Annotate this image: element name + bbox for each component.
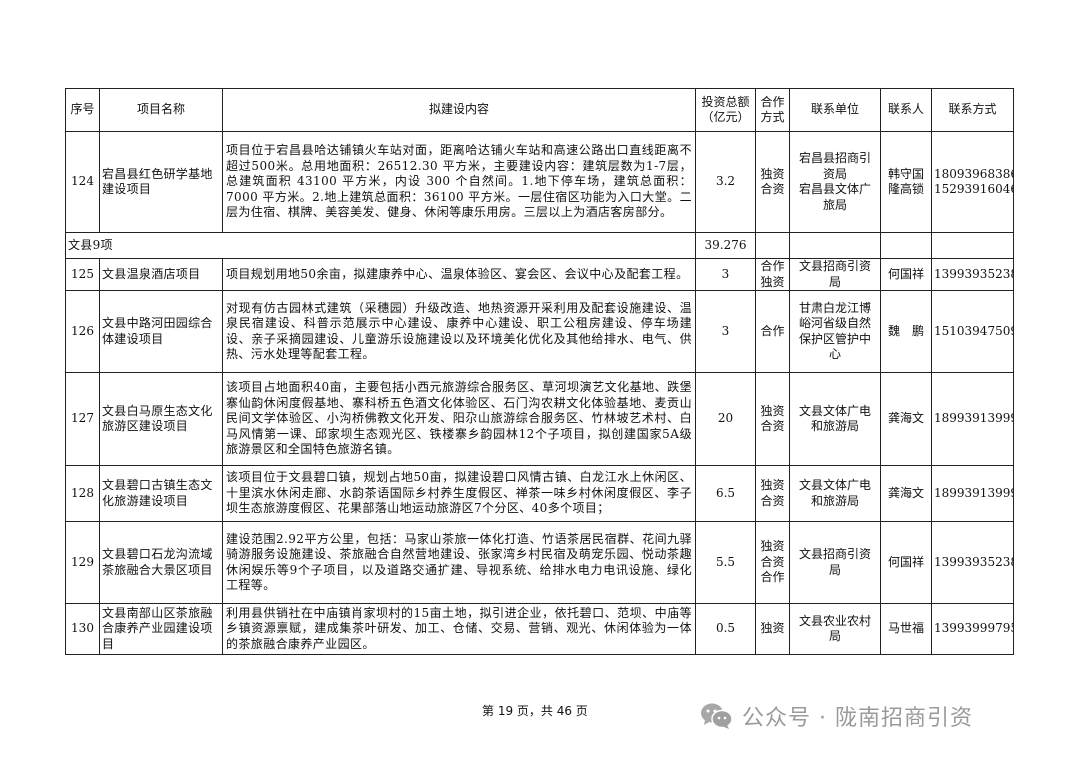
table-row: 128 文县碧口古镇生态文化旅游建设项目 该项目位于文县碧口镇，规划占地50亩，拟建… (65, 465, 1014, 522)
project-name: 文县碧口古镇生态文化旅游建设项目 (99, 465, 223, 522)
row-number: 130 (65, 603, 100, 655)
contact-phone: 18093968386 15293916046 (931, 131, 1014, 233)
contact-phone: 13993935238 (931, 258, 1014, 291)
investment-amount: 3.2 (695, 131, 756, 233)
header-person: 联系人 (880, 88, 932, 132)
watermark: 公众号 · 陇南招商引资 (700, 700, 973, 732)
investment-amount: 5.5 (695, 521, 756, 604)
project-content: 项目位于宕昌县哈达铺镇火车站对面，距离哈达铺火车站和高速公路出口直线距离不超过5… (222, 131, 696, 233)
header-content: 拟建设内容 (222, 88, 696, 132)
contact-unit: 文县文体广电 和旅游局 (789, 372, 881, 466)
wechat-icon (701, 703, 733, 729)
header-no: 序号 (65, 88, 100, 132)
project-name: 文县中路河田园综合体建设项目 (99, 290, 223, 373)
section-investment-total: 39.276 (695, 232, 756, 259)
row-number: 127 (65, 372, 100, 466)
contact-person: 龚海文 (880, 465, 932, 522)
project-content: 该项目位于文县碧口镇，规划占地50亩，拟建设碧口风情古镇、白龙江水上休闲区、十里… (222, 465, 696, 522)
project-content: 建设范围2.92平方公里，包括：马家山茶旅一体化打造、竹语茶居民宿群、花间九驿骑… (222, 521, 696, 604)
header-unit: 联系单位 (789, 88, 881, 132)
contact-person: 魏 鹏 (880, 290, 932, 373)
contact-phone: 15103947509 (931, 290, 1014, 373)
contact-person: 马世福 (880, 603, 932, 655)
contact-phone: 18993913999 (931, 465, 1014, 522)
cooperation-mode: 独资 合资 (755, 465, 790, 522)
project-content: 该项目占地面积40亩，主要包括小西元旅游综合服务区、草河坝演艺文化基地、跌堡寨仙… (222, 372, 696, 466)
contact-person: 韩守国 隆高锁 (880, 131, 932, 233)
table-row: 130 文县南部山区茶旅融合康养产业园建设项目 利用县供销社在中庙镇肖家坝村的15亩… (65, 603, 1014, 655)
empty-cell (931, 232, 1014, 259)
page-number: 第 19 页，共 46 页 (482, 704, 588, 718)
row-number: 125 (65, 258, 100, 291)
table-row: 125 文县温泉酒店项目 项目规划用地50余亩，拟建康养中心、温泉体验区、宴会区、会… (65, 258, 1014, 291)
cooperation-mode: 合作 (755, 290, 790, 373)
row-number: 129 (65, 521, 100, 604)
contact-unit: 文县招商引资 局 (789, 521, 881, 604)
section-label: 文县9项 (65, 232, 696, 259)
row-number: 126 (65, 290, 100, 373)
contact-unit: 宕昌县招商引 资局 宕昌县文体广 旅局 (789, 131, 881, 233)
watermark-text: 公众号 · 陇南招商引资 (742, 706, 973, 731)
section-row: 文县9项 39.276 (65, 232, 1014, 259)
investment-amount: 20 (695, 372, 756, 466)
header-phone: 联系方式 (931, 88, 1014, 132)
empty-cell (755, 232, 790, 259)
header-name: 项目名称 (99, 88, 223, 132)
project-content: 利用县供销社在中庙镇肖家坝村的15亩土地，拟引进企业，依托碧口、范坝、中庙等乡镇… (222, 603, 696, 655)
header-investment: 投资总额 （亿元） (695, 88, 756, 132)
contact-person: 何国祥 (880, 521, 932, 604)
contact-unit: 甘肃白龙江博 峪河省级自然 保护区管护中 心 (789, 290, 881, 373)
project-name: 文县南部山区茶旅融合康养产业园建设项目 (99, 603, 223, 655)
header-row: 序号 项目名称 拟建设内容 投资总额 （亿元） 合作 方式 联系单位 联系人 联… (65, 88, 1014, 132)
project-content: 对现有仿古园林式建筑（采穗园）升级改造、地热资源开采利用及配套设施建设、温泉民宿… (222, 290, 696, 373)
investment-amount: 3 (695, 290, 756, 373)
table-row: 126 文县中路河田园综合体建设项目 对现有仿古园林式建筑（采穗园）升级改造、地热资… (65, 290, 1014, 373)
row-number: 128 (65, 465, 100, 522)
cooperation-mode: 独资 合资 合作 (755, 521, 790, 604)
empty-cell (880, 232, 932, 259)
contact-phone: 18993913999 (931, 372, 1014, 466)
contact-unit: 文县文体广电 和旅游局 (789, 465, 881, 522)
project-content: 项目规划用地50余亩，拟建康养中心、温泉体验区、宴会区、会议中心及配套工程。 (222, 258, 696, 291)
cooperation-mode: 独资 (755, 603, 790, 655)
contact-unit: 文县招商引资 局 (789, 258, 881, 291)
investment-amount: 0.5 (695, 603, 756, 655)
cooperation-mode: 合作 独资 (755, 258, 790, 291)
contact-person: 何国祥 (880, 258, 932, 291)
contact-person: 龚海文 (880, 372, 932, 466)
table-row: 127 文县白马原生态文化旅游区建设项目 该项目占地面积40亩，主要包括小西元旅游综… (65, 372, 1014, 466)
table-row: 124 宕昌县红色研学基地建设项目 项目位于宕昌县哈达铺镇火车站对面，距离哈达铺火车… (65, 131, 1014, 233)
project-name: 宕昌县红色研学基地建设项目 (99, 131, 223, 233)
cooperation-mode: 独资 合资 (755, 372, 790, 466)
project-table: 序号 项目名称 拟建设内容 投资总额 （亿元） 合作 方式 联系单位 联系人 联… (65, 88, 1014, 655)
table-row: 129 文县碧口石龙沟流域茶旅融合大景区项目 建设范围2.92平方公里，包括：马家山… (65, 521, 1014, 604)
cooperation-mode: 独资 合资 (755, 131, 790, 233)
investment-amount: 6.5 (695, 465, 756, 522)
project-name: 文县碧口石龙沟流域茶旅融合大景区项目 (99, 521, 223, 604)
project-name: 文县白马原生态文化旅游区建设项目 (99, 372, 223, 466)
project-name: 文县温泉酒店项目 (99, 258, 223, 291)
investment-amount: 3 (695, 258, 756, 291)
contact-phone: 13993999795 (931, 603, 1014, 655)
contact-phone: 13993935238 (931, 521, 1014, 604)
empty-cell (789, 232, 881, 259)
header-coop: 合作 方式 (755, 88, 790, 132)
row-number: 124 (65, 131, 100, 233)
contact-unit: 文县农业农村 局 (789, 603, 881, 655)
